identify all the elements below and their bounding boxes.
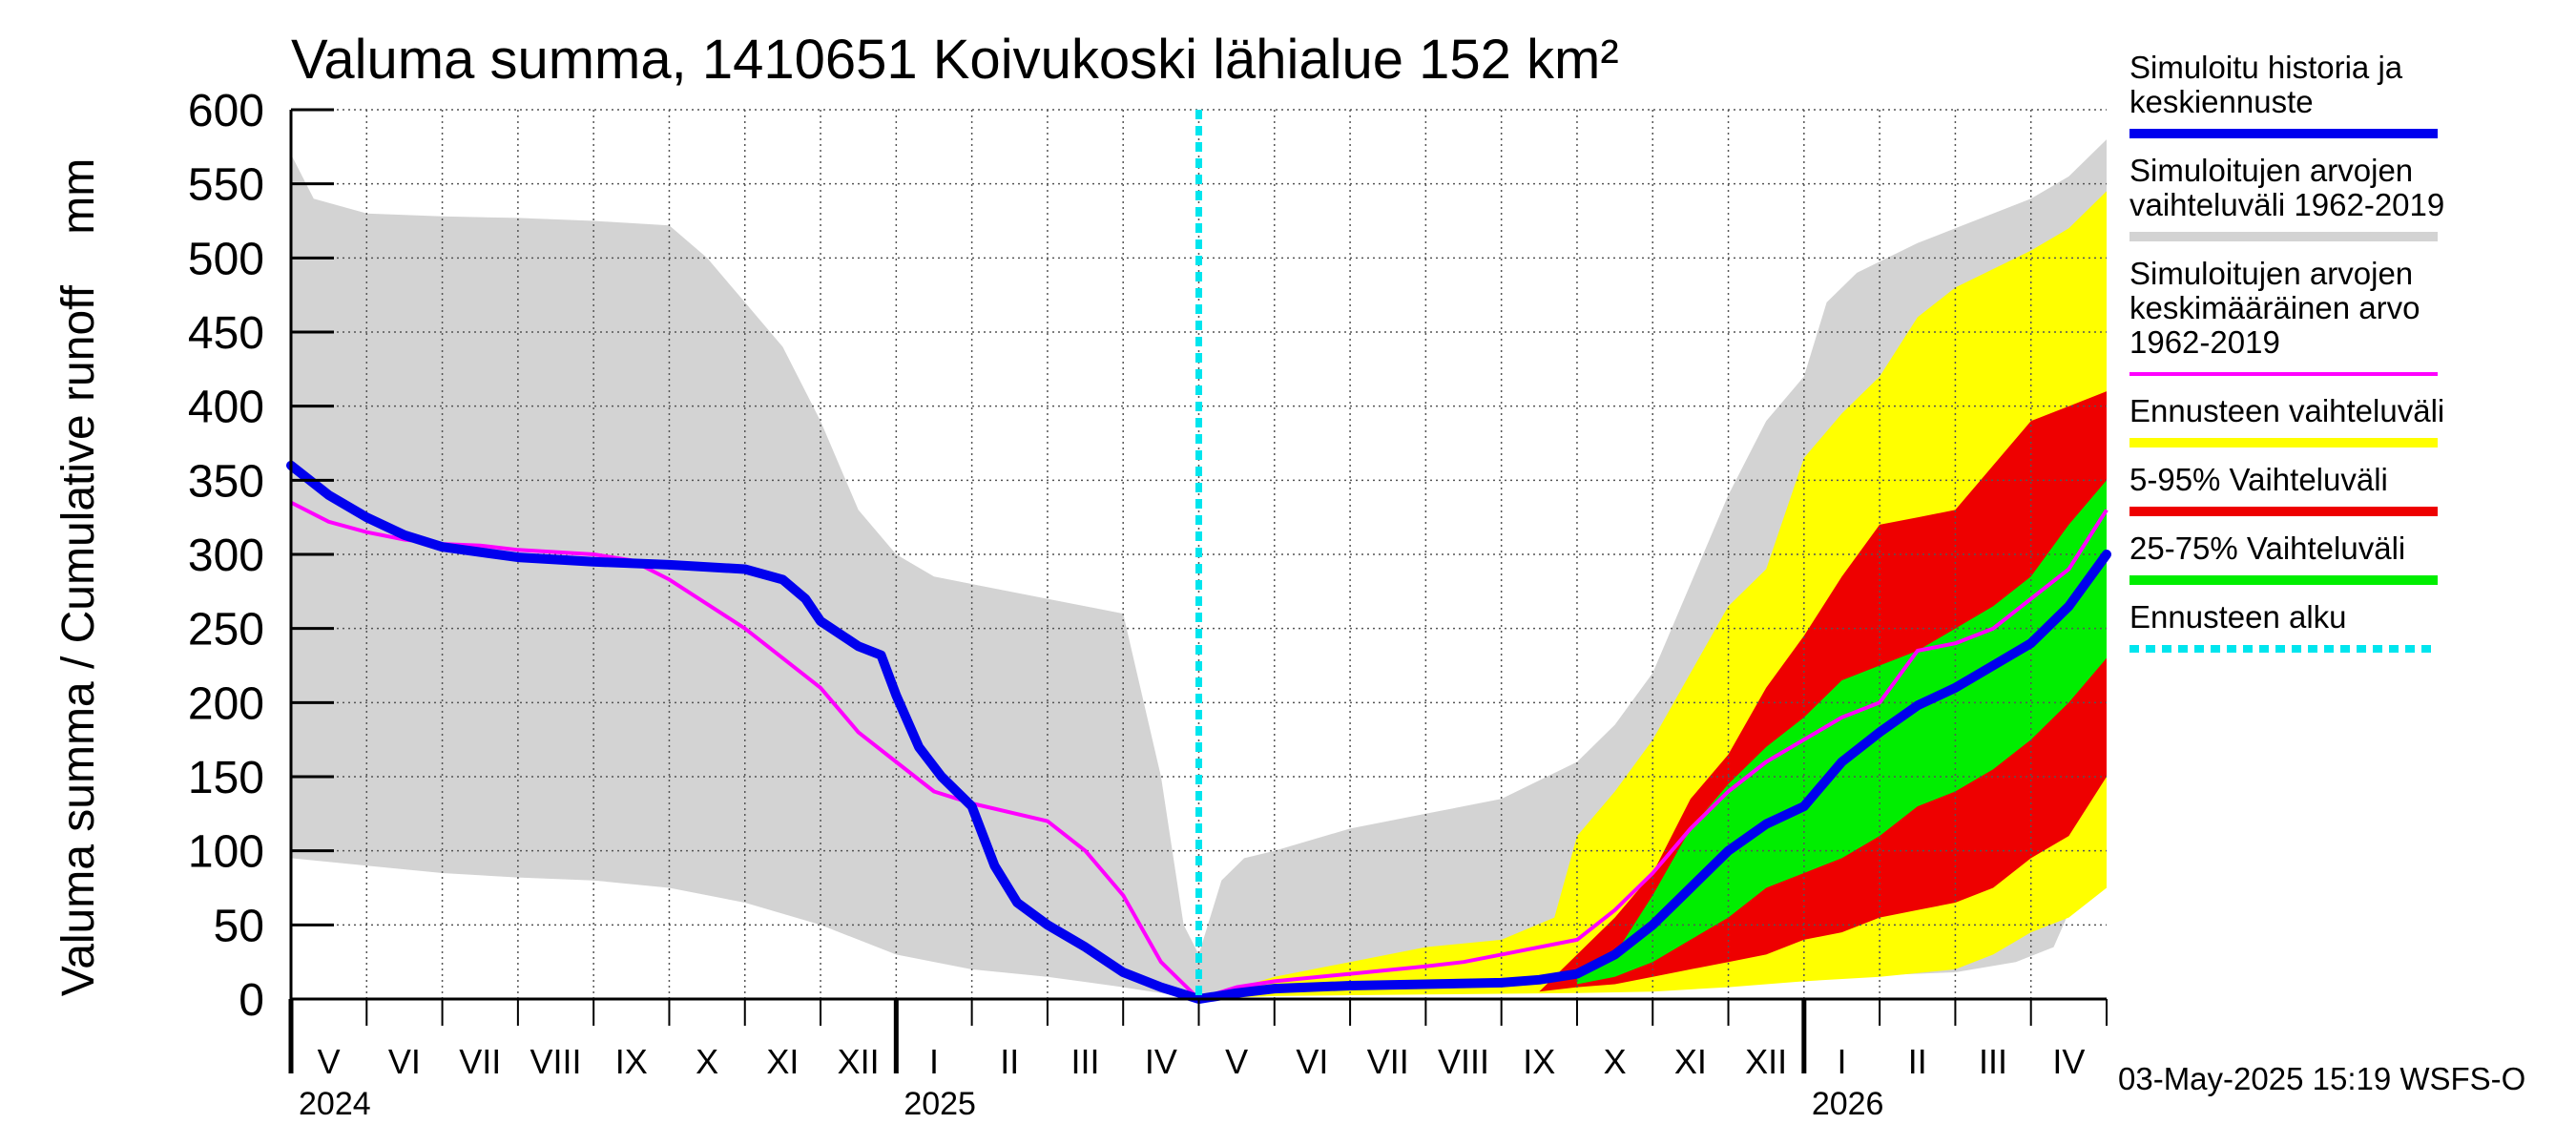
month-label: XII <box>838 1042 880 1081</box>
y-tick-label: 250 <box>188 605 264 656</box>
legend-label: Simuloitujen arvojen <box>2129 153 2413 188</box>
legend-item: 25-75% Vaihteluväli <box>2129 531 2438 585</box>
y-tick-label: 0 <box>239 975 264 1026</box>
month-label: XII <box>1745 1042 1787 1081</box>
y-tick-label: 150 <box>188 753 264 803</box>
y-tick-label: 600 <box>188 86 264 136</box>
month-label: VIII <box>1438 1042 1489 1081</box>
y-axis-label: Valuma summa / Cumulative runoff mm <box>53 158 104 997</box>
month-label: IX <box>615 1042 648 1081</box>
month-label: VI <box>1296 1042 1328 1081</box>
month-label: X <box>1604 1042 1627 1081</box>
legend: Simuloitu historia jakeskiennusteSimuloi… <box>2129 50 2444 653</box>
month-label: IV <box>1145 1042 1177 1081</box>
y-tick-label: 50 <box>214 901 264 951</box>
month-label: V <box>318 1042 341 1081</box>
y-tick-label: 300 <box>188 531 264 581</box>
month-label: VII <box>1367 1042 1409 1081</box>
legend-label: Simuloitu historia ja <box>2129 50 2403 85</box>
month-label: II <box>1000 1042 1019 1081</box>
y-tick-label: 450 <box>188 308 264 359</box>
legend-label: Ennusteen vaihteluväli <box>2129 393 2444 428</box>
legend-item: 5-95% Vaihteluväli <box>2129 462 2438 516</box>
month-label: VII <box>459 1042 501 1081</box>
y-tick-label: 550 <box>188 160 264 211</box>
y-tick-label: 100 <box>188 827 264 878</box>
month-label: X <box>696 1042 718 1081</box>
month-label: V <box>1225 1042 1248 1081</box>
month-label: III <box>1071 1042 1100 1081</box>
y-tick-label: 400 <box>188 383 264 433</box>
legend-label: keskimääräinen arvo <box>2129 290 2420 325</box>
month-label: IX <box>1523 1042 1555 1081</box>
month-label: I <box>1837 1042 1846 1081</box>
legend-label: Simuloitujen arvojen <box>2129 256 2413 291</box>
legend-item: Ennusteen alku <box>2129 599 2438 653</box>
year-label: 2024 <box>299 1086 371 1122</box>
legend-item: Ennusteen vaihteluväli <box>2129 393 2444 448</box>
month-label: I <box>929 1042 939 1081</box>
timestamp-footer: 03-May-2025 15:19 WSFS-O <box>2118 1061 2525 1096</box>
plot-area <box>286 109 2111 1004</box>
legend-label: vaihteluväli 1962-2019 <box>2129 187 2444 222</box>
legend-label: keskiennuste <box>2129 84 2314 119</box>
month-label: IV <box>2052 1042 2085 1081</box>
month-label: VIII <box>530 1042 582 1081</box>
p25-75-band <box>1577 480 2107 985</box>
month-label: VI <box>388 1042 421 1081</box>
history-forecast-line <box>286 460 2111 1004</box>
year-label: 2026 <box>1812 1086 1884 1122</box>
y-tick-label: 350 <box>188 456 264 507</box>
y-tick-label: 200 <box>188 678 264 729</box>
month-label: XI <box>1674 1042 1707 1081</box>
month-label: III <box>1979 1042 2007 1081</box>
chart-title: Valuma summa, 1410651 Koivukoski lähialu… <box>291 29 1619 91</box>
legend-label: Ennusteen alku <box>2129 599 2347 635</box>
legend-label: 25-75% Vaihteluväli <box>2129 531 2405 566</box>
legend-label: 1962-2019 <box>2129 324 2280 360</box>
month-label: II <box>1908 1042 1927 1081</box>
y-tick-label: 500 <box>188 234 264 284</box>
legend-label: 5-95% Vaihteluväli <box>2129 462 2388 497</box>
year-label: 2025 <box>904 1086 976 1122</box>
month-label: XI <box>766 1042 799 1081</box>
